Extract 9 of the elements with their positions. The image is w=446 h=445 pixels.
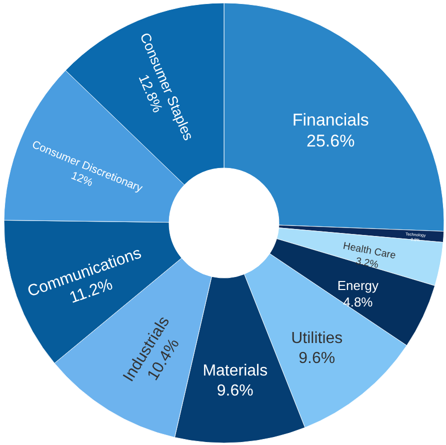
data-label: 4.8% <box>343 294 374 310</box>
data-label: 9.6% <box>298 350 336 368</box>
slice-label: Utilities <box>291 330 343 348</box>
slice-label: Financials <box>292 110 369 130</box>
slice-label: Energy <box>337 278 380 294</box>
data-label: 9.6% <box>216 382 254 400</box>
data-label: 25.6% <box>306 132 355 151</box>
slice-label: Materials <box>202 362 268 380</box>
data-label: 3.2% <box>354 256 380 272</box>
